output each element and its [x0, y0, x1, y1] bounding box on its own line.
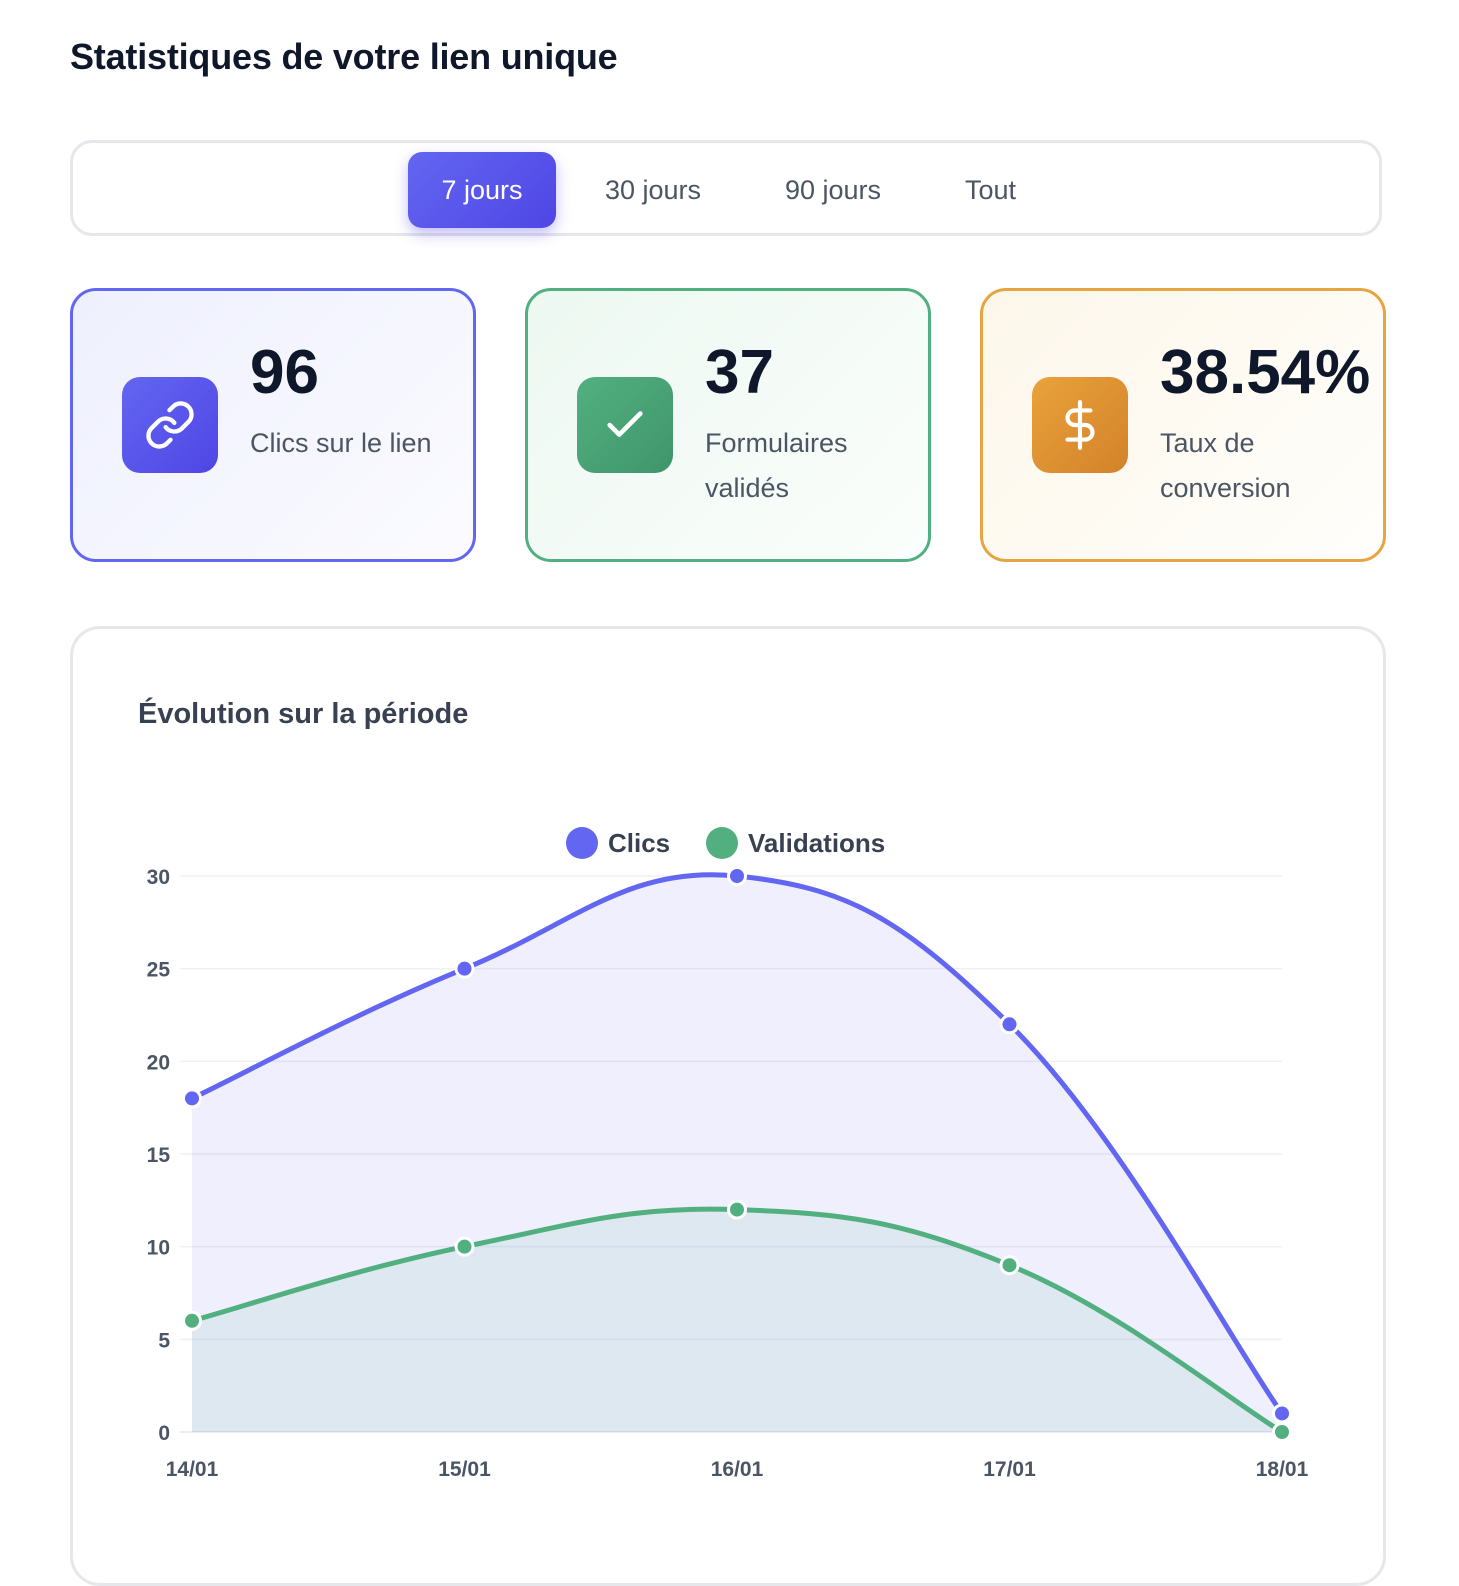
- data-point-validations: [1272, 1422, 1292, 1442]
- dollar-icon: [1032, 377, 1128, 473]
- stat-card-forms: 37 Formulaires validés: [525, 288, 931, 562]
- legend-marker-clics: [566, 827, 598, 859]
- series-area-validations: [192, 1209, 1282, 1432]
- y-tick-label: 5: [158, 1329, 170, 1352]
- clicks-label: Clics sur le lien: [250, 428, 432, 458]
- period-tabs: 7 jours 30 jours 90 jours Tout: [70, 140, 1382, 236]
- link-icon: [122, 377, 218, 473]
- data-point-clics: [1272, 1403, 1292, 1424]
- data-point-validations: [727, 1199, 747, 1220]
- tab-all[interactable]: Tout: [964, 174, 1017, 205]
- data-point-clics: [999, 1014, 1020, 1035]
- series-area-clics: [192, 874, 1282, 1432]
- forms-label: Formulaires validés: [705, 428, 848, 503]
- y-tick-label: 20: [147, 1051, 170, 1074]
- y-tick-label: 30: [147, 866, 170, 889]
- legend-label-validations: Validations: [748, 828, 885, 858]
- stat-card-conversion: 38.54% Taux de conversion: [980, 288, 1386, 562]
- x-tick-label: 16/01: [711, 1458, 764, 1481]
- tab-7-days[interactable]: 7 jours: [408, 152, 556, 228]
- data-point-clics: [727, 866, 747, 886]
- y-tick-label: 25: [147, 959, 171, 982]
- clicks-value: 96: [250, 338, 319, 407]
- data-point-clics: [454, 958, 475, 979]
- y-tick-label: 15: [147, 1144, 171, 1167]
- check-icon: [577, 377, 673, 473]
- data-point-validations: [999, 1255, 1020, 1276]
- x-tick-label: 17/01: [983, 1458, 1036, 1481]
- tab-30-days[interactable]: 30 jours: [604, 174, 702, 205]
- data-point-validations: [182, 1310, 202, 1331]
- legend-marker-validations: [706, 827, 738, 859]
- y-tick-label: 10: [147, 1237, 170, 1260]
- page-title: Statistiques de votre lien unique: [70, 36, 618, 77]
- tab-90-days[interactable]: 90 jours: [784, 174, 882, 205]
- data-point-validations: [454, 1236, 475, 1257]
- forms-value: 37: [705, 338, 774, 407]
- conversion-label: Taux de conversion: [1160, 428, 1291, 503]
- y-tick-label: 0: [158, 1422, 170, 1445]
- chart-title: Évolution sur la période: [138, 698, 469, 730]
- x-tick-label: 14/01: [166, 1458, 219, 1481]
- x-tick-label: 18/01: [1256, 1458, 1309, 1481]
- series-line-clics: [189, 872, 1285, 1416]
- stat-card-clicks: 96 Clics sur le lien: [70, 288, 476, 562]
- legend-label-clics: Clics: [608, 828, 670, 858]
- conversion-value: 38.54%: [1160, 338, 1371, 407]
- data-point-clics: [182, 1088, 202, 1109]
- x-tick-label: 15/01: [438, 1458, 491, 1481]
